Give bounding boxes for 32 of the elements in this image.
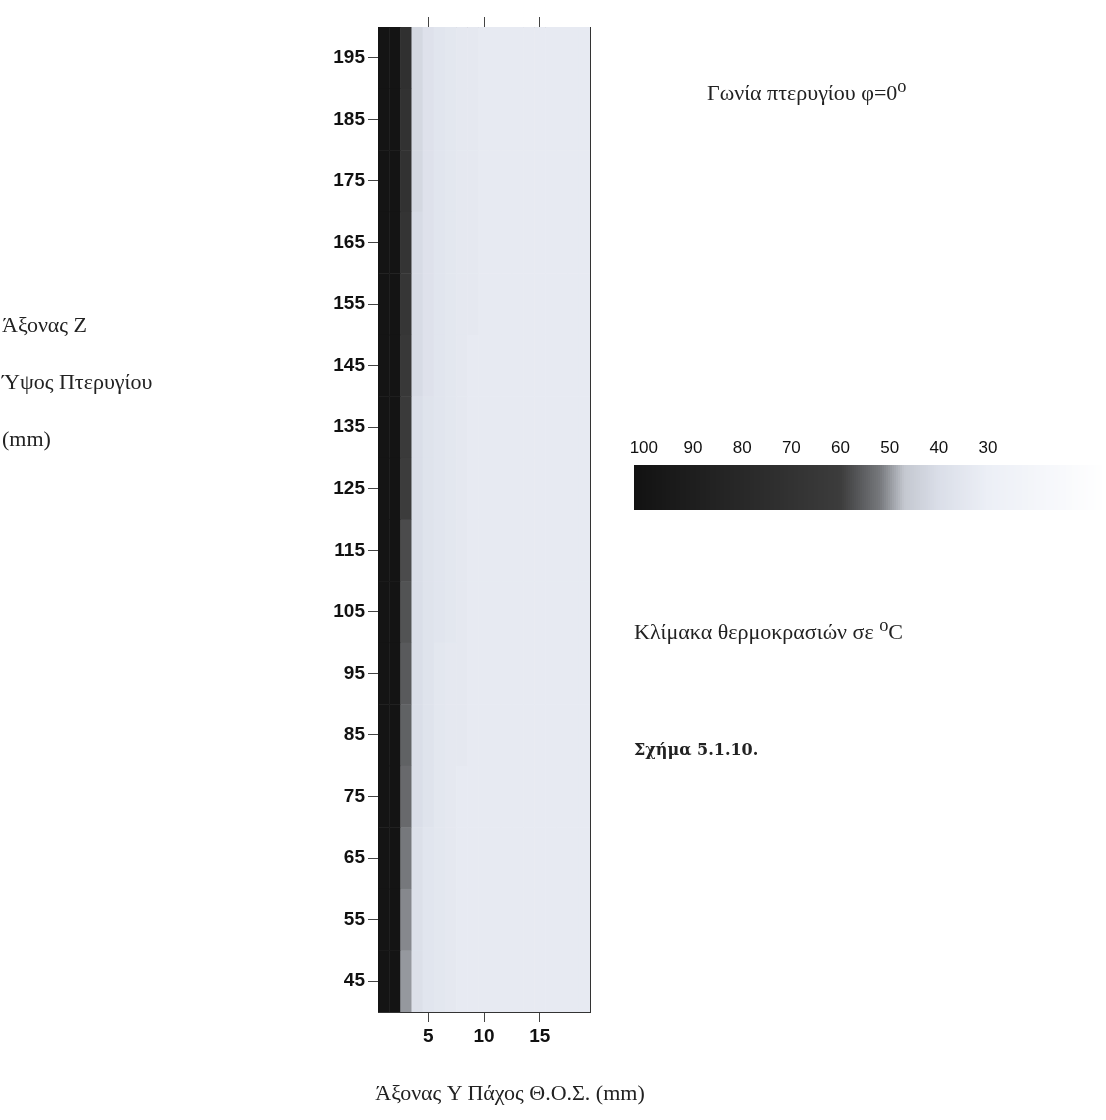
y-tick-label: 85 [343, 723, 366, 745]
color-bar-label: 60 [831, 438, 850, 458]
color-bar-label: 100 [629, 438, 659, 458]
y-tick-label: 65 [343, 846, 366, 868]
color-bar-label: 80 [732, 438, 752, 458]
y-tick-label: 155 [333, 292, 366, 314]
y-tick-label: 55 [343, 907, 366, 929]
text: Σχήμα 5.1.10. [634, 740, 759, 759]
color-bar-label: 50 [880, 438, 900, 458]
y-tick-label: 185 [333, 107, 366, 129]
x-tick-label: 15 [529, 1024, 551, 1046]
color-bar-label: 30 [978, 438, 998, 458]
y-tick-label: 145 [333, 353, 366, 375]
y-tick-label: 115 [334, 538, 366, 560]
y-tick-label: 95 [343, 661, 366, 683]
y-tick-label: 125 [333, 476, 366, 498]
color-bar-label: 70 [781, 438, 801, 458]
y-tick-label: 175 [333, 169, 366, 191]
y-tick-label: 45 [343, 969, 366, 991]
x-tick-label: 5 [422, 1024, 434, 1046]
x-axis-title: Άξονας Y Πάχος Θ.Ο.Σ. (mm) [374, 1080, 646, 1106]
text: Άξονας Z Ύψος Πτερυγίου (mm) [2, 312, 153, 451]
y-tick-label: 195 [333, 46, 366, 68]
color-bar-label: 40 [929, 438, 949, 458]
x-tick-label: 10 [473, 1024, 495, 1046]
y-tick-label: 75 [343, 784, 366, 806]
y-tick-label: 165 [333, 230, 366, 252]
color-bar-label: 90 [683, 438, 703, 458]
text: Γωνία πτερυγίου φ=0$^{o}$ [707, 76, 907, 107]
color-bar-title: Κλίμακα θερμοκρασιών σε $^{o}$C [634, 614, 904, 647]
y-tick-label: 135 [333, 415, 366, 437]
y-tick-label: 105 [333, 600, 366, 622]
